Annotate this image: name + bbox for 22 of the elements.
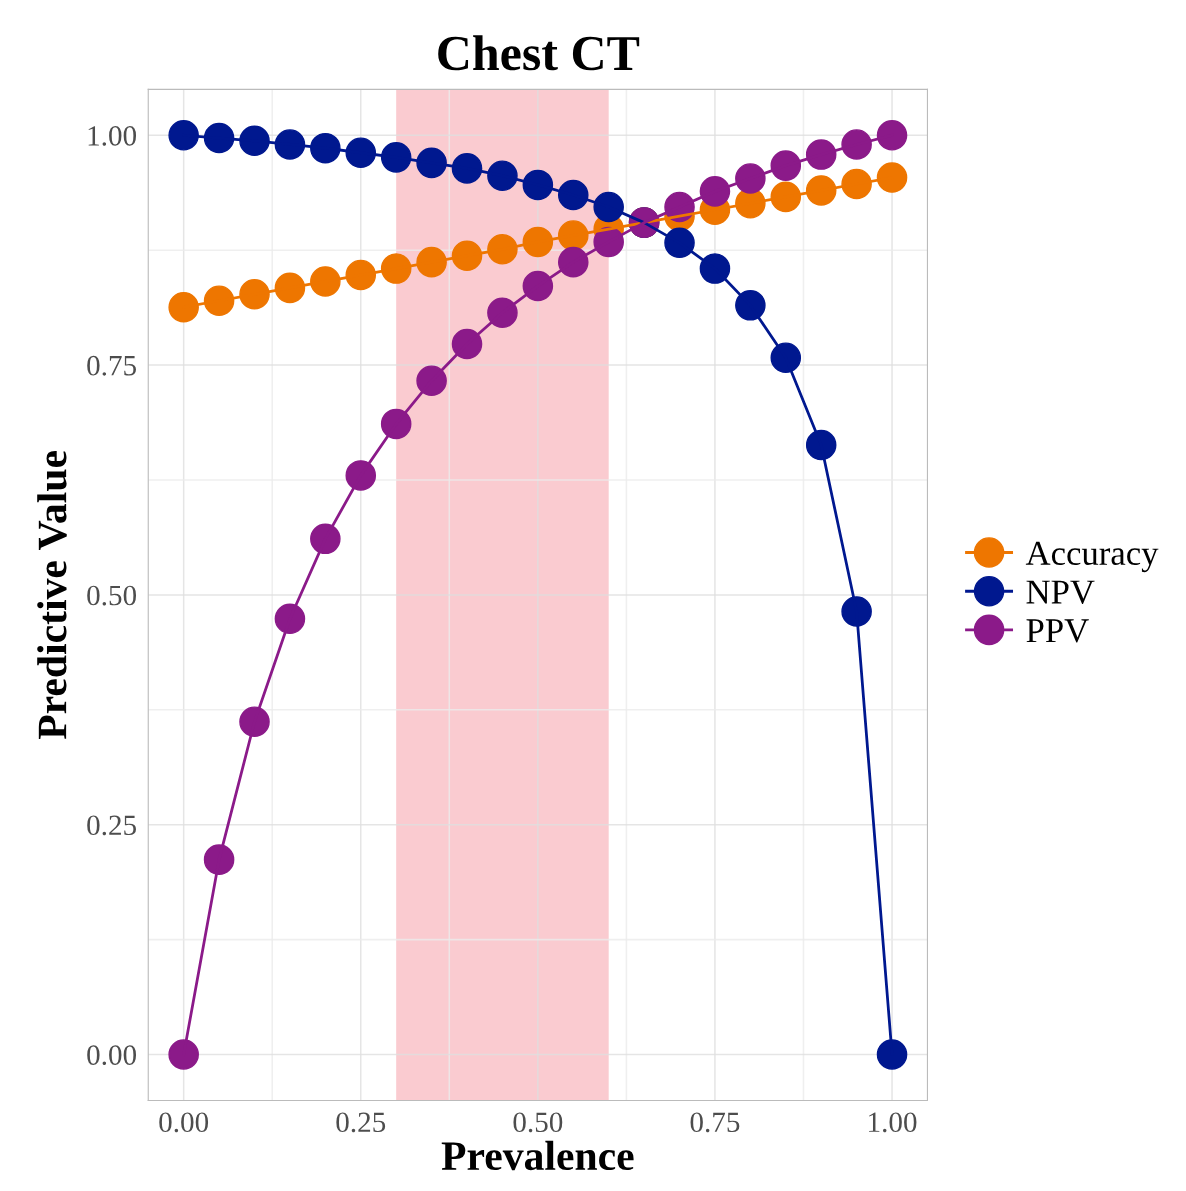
x-tick-label: 1.00 <box>869 1112 917 1133</box>
point <box>168 291 199 323</box>
y-tick-label: 1.00 <box>88 126 137 146</box>
y-tick-label: 0.75 <box>87 355 136 376</box>
point <box>876 120 908 151</box>
legend-label: NPV <box>1026 580 1095 604</box>
x-tick-label: 0.50 <box>513 1112 563 1133</box>
point <box>168 1039 199 1070</box>
point <box>876 1039 908 1070</box>
x-tick-label: 0.00 <box>159 1112 209 1133</box>
x-tick-label: 0.75 <box>690 1112 740 1133</box>
legend-label: Accuracy <box>1025 541 1159 573</box>
x-axis-title: Prevalence <box>441 1140 634 1171</box>
y-tick-label: 0.25 <box>87 815 136 836</box>
point <box>168 120 199 151</box>
y-axis-title: Predictive Value <box>37 451 67 740</box>
legend-label: PPV <box>1026 619 1089 643</box>
chart-title: Chest CT <box>438 35 640 71</box>
y-tick-label: 0.00 <box>87 1045 137 1066</box>
point <box>876 162 908 193</box>
x-tick-label: 0.25 <box>336 1112 386 1133</box>
y-tick-label: 0.50 <box>87 585 137 606</box>
